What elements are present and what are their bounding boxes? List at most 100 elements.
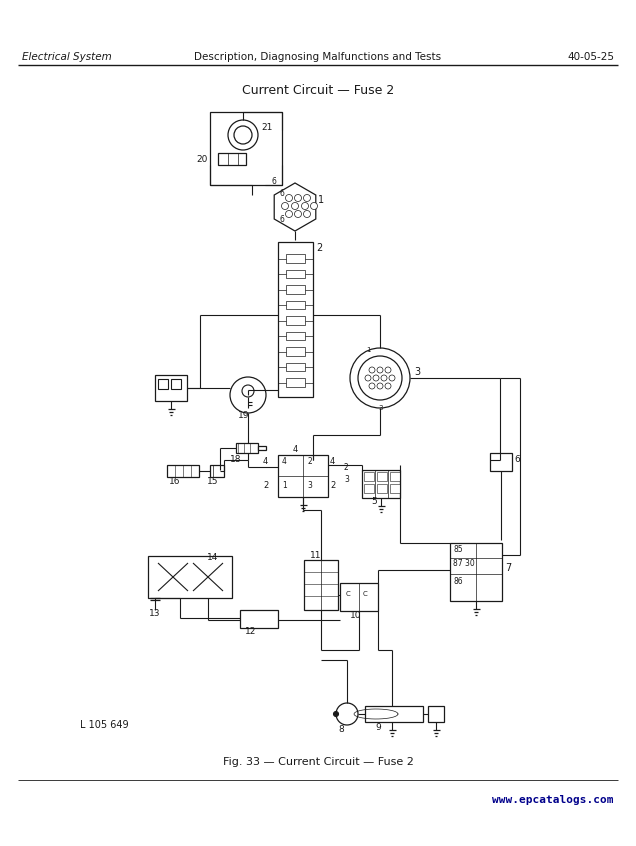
- Text: 1: 1: [318, 195, 324, 205]
- Circle shape: [291, 202, 298, 210]
- Circle shape: [333, 711, 338, 717]
- Bar: [278, 455, 328, 497]
- Text: 3: 3: [378, 405, 382, 411]
- Bar: [286, 270, 305, 278]
- Bar: [286, 378, 305, 387]
- Bar: [390, 484, 400, 493]
- Text: 15: 15: [207, 477, 219, 486]
- Bar: [304, 560, 338, 610]
- Text: 21: 21: [261, 123, 272, 131]
- Text: 40-05-25: 40-05-25: [567, 52, 614, 62]
- Circle shape: [230, 377, 266, 413]
- Circle shape: [369, 383, 375, 389]
- Bar: [218, 153, 246, 165]
- Bar: [377, 484, 387, 493]
- Circle shape: [369, 367, 375, 373]
- Circle shape: [377, 383, 383, 389]
- Text: Current Circuit — Fuse 2: Current Circuit — Fuse 2: [242, 84, 394, 96]
- Bar: [286, 348, 305, 356]
- Text: 3: 3: [344, 475, 349, 485]
- Circle shape: [301, 202, 308, 210]
- Text: 6: 6: [272, 178, 277, 186]
- Bar: [364, 472, 374, 481]
- Text: 16: 16: [169, 477, 181, 486]
- Text: 2: 2: [344, 463, 349, 471]
- Circle shape: [286, 195, 293, 201]
- Bar: [390, 472, 400, 481]
- Text: 14: 14: [207, 553, 218, 563]
- Bar: [364, 484, 374, 493]
- Text: 12: 12: [245, 628, 256, 636]
- Bar: [377, 472, 387, 481]
- Text: 6: 6: [514, 455, 520, 464]
- Text: www.epcatalogs.com: www.epcatalogs.com: [492, 795, 614, 805]
- Text: 10: 10: [350, 612, 361, 620]
- Circle shape: [336, 703, 358, 725]
- Text: Electrical System: Electrical System: [22, 52, 112, 62]
- Circle shape: [294, 211, 301, 217]
- Bar: [236, 443, 258, 453]
- Text: 4: 4: [293, 446, 298, 454]
- Bar: [286, 363, 305, 371]
- Text: 4: 4: [263, 458, 268, 466]
- Text: 18: 18: [230, 455, 242, 464]
- Text: 4: 4: [330, 458, 335, 466]
- Circle shape: [381, 375, 387, 381]
- Bar: [340, 583, 378, 611]
- Text: L 105 649: L 105 649: [80, 720, 128, 730]
- Text: 86: 86: [453, 578, 462, 586]
- Circle shape: [385, 383, 391, 389]
- Text: 2: 2: [330, 481, 335, 491]
- Bar: [286, 316, 305, 325]
- Text: 6: 6: [279, 189, 284, 197]
- Bar: [365, 706, 423, 722]
- Bar: [210, 112, 282, 185]
- Circle shape: [286, 211, 293, 217]
- Circle shape: [228, 120, 258, 150]
- Circle shape: [377, 367, 383, 373]
- Text: 11: 11: [310, 551, 322, 559]
- Bar: [258, 446, 266, 450]
- Bar: [490, 453, 512, 471]
- Circle shape: [385, 367, 391, 373]
- Bar: [240, 610, 278, 628]
- Bar: [158, 563, 188, 591]
- Bar: [286, 255, 305, 263]
- Text: 87 30: 87 30: [453, 559, 474, 569]
- Text: 19: 19: [238, 411, 249, 420]
- Bar: [286, 301, 305, 310]
- Bar: [450, 543, 502, 601]
- Text: Fig. 33 — Current Circuit — Fuse 2: Fig. 33 — Current Circuit — Fuse 2: [223, 757, 413, 767]
- Bar: [193, 563, 223, 591]
- Circle shape: [350, 348, 410, 408]
- Bar: [148, 556, 232, 598]
- Bar: [286, 332, 305, 340]
- Circle shape: [389, 375, 395, 381]
- Text: 9: 9: [375, 722, 381, 732]
- Polygon shape: [274, 183, 316, 231]
- Bar: [171, 379, 181, 389]
- Text: 1: 1: [282, 481, 287, 491]
- Text: 4: 4: [282, 458, 287, 466]
- Text: 6: 6: [279, 215, 284, 223]
- Text: 20: 20: [197, 155, 208, 163]
- Bar: [286, 285, 305, 294]
- Text: 8: 8: [338, 726, 343, 734]
- Circle shape: [294, 195, 301, 201]
- Circle shape: [282, 202, 289, 210]
- Circle shape: [303, 195, 310, 201]
- Bar: [362, 470, 400, 498]
- Text: 3: 3: [414, 367, 420, 377]
- Bar: [155, 375, 187, 401]
- Circle shape: [358, 356, 402, 400]
- Bar: [210, 465, 224, 477]
- Circle shape: [303, 211, 310, 217]
- Circle shape: [234, 126, 252, 144]
- Bar: [278, 242, 313, 397]
- Text: 3: 3: [307, 481, 312, 491]
- Circle shape: [242, 385, 254, 397]
- Text: C: C: [346, 591, 350, 597]
- Text: 85: 85: [453, 546, 462, 554]
- Circle shape: [373, 375, 379, 381]
- Text: 5: 5: [371, 497, 377, 507]
